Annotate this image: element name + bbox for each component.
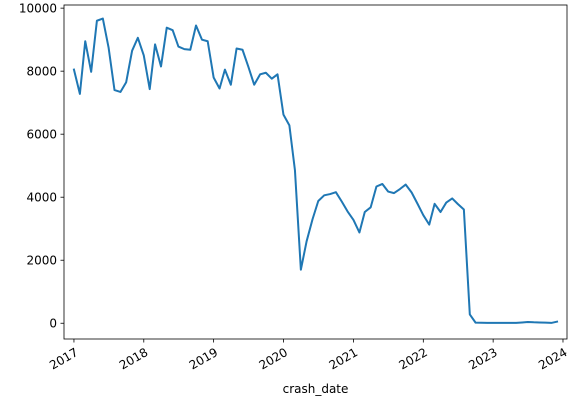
plot-area: [72, 17, 559, 324]
x-axis: 2017 2018 2019 2020 2021 2022 2023 2024: [47, 339, 570, 373]
x-tick-label: 2018: [117, 345, 150, 372]
x-tick-label: 2017: [47, 345, 80, 372]
y-axis: 0 2000 4000 6000 8000 10000: [19, 2, 64, 331]
x-tick-label: 2024: [536, 345, 569, 372]
x-axis-label: crash_date: [283, 382, 349, 396]
x-tick-label: 2022: [396, 345, 429, 372]
y-tick-label: 4000: [26, 191, 57, 205]
y-tick-label: 6000: [26, 128, 57, 142]
y-tick-label: 10000: [19, 2, 57, 16]
y-tick-label: 8000: [26, 65, 57, 79]
plot-frame: [63, 4, 568, 340]
x-tick-label: 2021: [327, 345, 360, 372]
x-tick-label: 2023: [466, 345, 499, 372]
y-tick-label: 2000: [26, 254, 57, 268]
y-tick-label: 0: [49, 317, 57, 331]
x-tick-label: 2020: [257, 345, 290, 372]
x-tick-label: 2019: [187, 345, 220, 372]
series-line: [72, 17, 559, 324]
